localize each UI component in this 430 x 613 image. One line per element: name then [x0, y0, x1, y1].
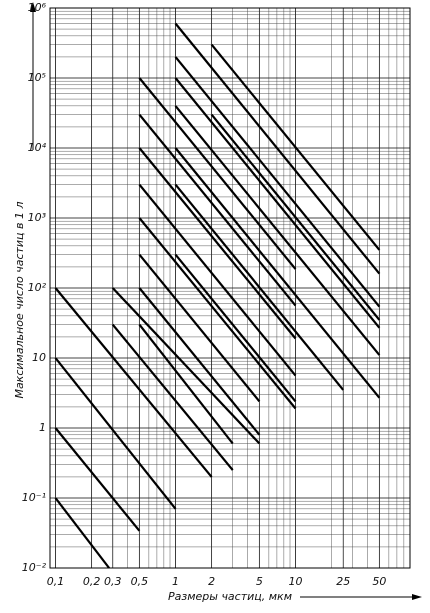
x-tick-label: 2 — [208, 575, 215, 588]
x-tick-label: 0,1 — [47, 575, 65, 588]
x-tick-label: 1 — [172, 575, 179, 588]
x-tick-label: 0,5 — [131, 575, 149, 588]
class-line — [174, 253, 297, 403]
y-tick-label: 10⁻² — [22, 561, 47, 574]
x-tick-label: 25 — [336, 575, 350, 588]
class-line — [54, 497, 110, 569]
class-line — [111, 287, 261, 445]
class-line — [174, 105, 381, 356]
class-line — [138, 323, 234, 445]
y-axis-title: Максимальное число частиц в 1 л — [13, 201, 26, 398]
class-line — [174, 77, 381, 329]
class-line — [138, 77, 297, 270]
y-tick-label: 10 — [32, 351, 46, 364]
class-line — [138, 183, 297, 377]
y-tick-label: 10⁶ — [28, 1, 47, 14]
x-axis-title: Размеры частиц, мкм — [168, 590, 292, 603]
class-line — [174, 22, 381, 275]
class-line — [138, 147, 297, 340]
x-tick-label: 50 — [372, 575, 386, 588]
y-tick-label: 10⁴ — [28, 141, 47, 154]
x-tick-label: 0,3 — [104, 575, 122, 588]
class-line — [138, 287, 261, 436]
x-tick-label: 0,2 — [83, 575, 101, 588]
class-line — [174, 183, 345, 391]
x-tick-label: 10 — [288, 575, 302, 588]
class-line — [54, 357, 177, 510]
class-line — [174, 147, 381, 399]
class-line — [210, 43, 381, 251]
x-arrowhead — [412, 594, 422, 600]
class-line — [138, 217, 297, 410]
class-line — [138, 113, 297, 307]
class-line — [138, 253, 261, 403]
y-tick-label: 10⁵ — [28, 71, 46, 84]
class-line — [54, 287, 213, 478]
class-line — [111, 323, 234, 471]
x-tick-label: 5 — [256, 575, 263, 588]
plot-frame — [49, 7, 411, 569]
y-tick-label: 10² — [28, 281, 47, 294]
class-line — [54, 427, 141, 532]
y-tick-label: 10⁻¹ — [22, 491, 46, 504]
class-line — [174, 56, 381, 308]
y-tick-label: 1 — [39, 421, 46, 434]
y-arrowhead — [30, 2, 36, 12]
class-line — [210, 113, 381, 321]
y-tick-label: 10³ — [28, 211, 47, 224]
